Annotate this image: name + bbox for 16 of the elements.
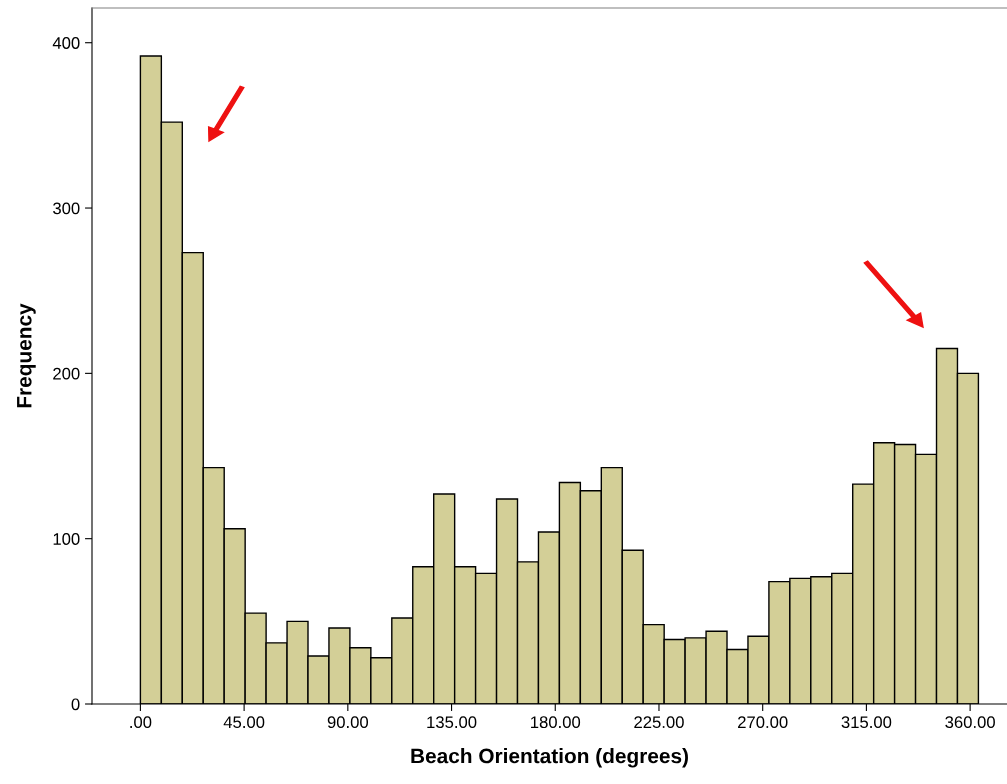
y-axis-title: Frequency: [17, 303, 36, 408]
y-tick-label: 300: [53, 202, 80, 215]
x-axis-title: Beach Orientation (degrees): [411, 748, 688, 768]
x-tick-label: 45.00: [223, 716, 265, 729]
x-tick-label: 90.00: [327, 716, 369, 729]
x-tick-label: 315.00: [841, 716, 892, 729]
y-tick-label: 200: [53, 367, 80, 380]
x-tick-label: 180.00: [531, 716, 581, 729]
x-tick-label: 135.00: [427, 716, 477, 729]
x-tick-label: 225.00: [634, 716, 684, 729]
y-tick-label: 400: [52, 37, 80, 49]
x-tick-label: 270.00: [738, 716, 788, 729]
x-tick-label: .00: [130, 716, 152, 729]
y-tick-label: 0: [71, 698, 80, 711]
y-tick-label: 100: [53, 533, 80, 545]
x-tick-label: 360.00: [945, 716, 995, 729]
